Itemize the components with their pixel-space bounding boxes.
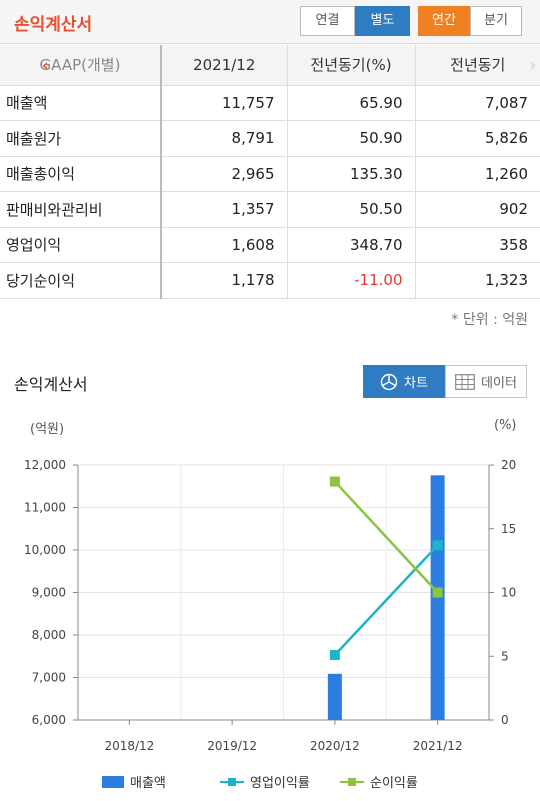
row-label: 영업이익: [0, 227, 162, 263]
cell-prev: 902: [415, 191, 540, 228]
legend-swatch-net-margin: [340, 777, 364, 786]
left-axis-unit: (억원): [30, 422, 65, 437]
consolidation-toggle: 연결 별도: [300, 6, 410, 36]
cell-value: 1,178: [161, 262, 288, 299]
legend-item-operating-margin[interactable]: 영업이익률: [220, 772, 310, 791]
unit-note: * 단위 : 억원: [451, 312, 528, 328]
y-tick-label: 8,000: [32, 628, 66, 642]
table-row: 매출액 11,757 65.90 7,087: [0, 85, 540, 121]
chevron-left-icon[interactable]: ‹: [42, 55, 49, 75]
tab-consolidated[interactable]: 연결: [300, 6, 355, 36]
cell-value: 2,965: [161, 156, 288, 192]
pie-chart-icon: [380, 373, 398, 390]
cell-value: 8,791: [161, 120, 288, 157]
point-net-margin: [329, 476, 340, 487]
cell-yoy-pct: 50.50: [287, 191, 416, 228]
x-tick-label: 2020/12: [310, 739, 360, 753]
legend-item-net-margin[interactable]: 순이익률: [340, 772, 418, 791]
x-tick-label: 2018/12: [104, 739, 154, 753]
y-tick-label: 12,000: [24, 458, 66, 472]
table-row: 영업이익 1,608 348.70 358: [0, 227, 540, 263]
column-header-2021: ‹ 2021/12: [42, 45, 288, 86]
cell-yoy-pct: 65.90: [287, 85, 416, 121]
legend-label: 영업이익률: [250, 776, 310, 791]
table-row: 매출원가 8,791 50.90 5,826: [0, 120, 540, 157]
line-operating-margin: [333, 544, 439, 656]
tab-annual[interactable]: 연간: [418, 6, 470, 36]
chart-view-button[interactable]: 차트: [363, 365, 445, 398]
bar-revenue: [327, 673, 342, 720]
row-label: 당기순이익: [0, 262, 162, 299]
point-operating-margin: [432, 540, 443, 551]
column-header-yoy: 전년동기 ›: [415, 45, 540, 86]
tab-quarterly[interactable]: 분기: [470, 6, 522, 36]
y-tick-label: 6,000: [32, 713, 66, 727]
chart-section-title: 손익계산서: [14, 375, 88, 394]
tab-separate[interactable]: 별도: [355, 6, 410, 36]
cell-value: 1,357: [161, 191, 288, 228]
cell-yoy-pct: 348.70: [287, 227, 416, 263]
header-bar: 손익계산서 연결 별도 연간 분기: [0, 0, 540, 44]
y-tick-label: 9,000: [32, 586, 66, 600]
chevron-right-icon[interactable]: ›: [529, 55, 536, 75]
line-net-margin: [333, 480, 439, 594]
cell-prev: 1,323: [415, 262, 540, 299]
column-header-yoy-pct: 전년동기(%): [287, 45, 416, 86]
cell-prev: 5,826: [415, 120, 540, 157]
point-net-margin: [432, 587, 443, 598]
chart-view-label: 차트: [404, 376, 428, 391]
legend-label: 순이익률: [370, 776, 418, 791]
column-header-gaap: GAAP(개별): [0, 45, 162, 86]
y-tick-label: 7,000: [32, 671, 66, 685]
view-toggle: 차트 데이터: [363, 365, 527, 398]
legend-item-revenue[interactable]: 매출액: [102, 772, 166, 791]
cell-prev: 358: [415, 227, 540, 263]
point-operating-margin: [329, 649, 340, 660]
cell-yoy-pct: -11.00: [287, 262, 416, 299]
y2-tick-label: 15: [501, 522, 516, 536]
table-grid-icon: [455, 373, 475, 390]
cell-yoy-pct: 135.30: [287, 156, 416, 192]
y2-tick-label: 0: [501, 713, 509, 727]
y2-tick-label: 5: [501, 649, 509, 663]
data-view-button[interactable]: 데이터: [445, 365, 527, 398]
cell-prev: 1,260: [415, 156, 540, 192]
y2-tick-label: 20: [501, 458, 516, 472]
bar-revenue: [430, 475, 445, 720]
x-tick-label: 2021/12: [413, 739, 463, 753]
table-header-row: GAAP(개별) ‹ 2021/12 전년동기(%) 전년동기 ›: [0, 45, 540, 86]
page-title: 손익계산서: [14, 15, 93, 35]
table-row: 판매비와관리비 1,357 50.50 902: [0, 191, 540, 228]
table-row: 당기순이익 1,178 -11.00 1,323: [0, 262, 540, 299]
cell-value: 1,608: [161, 227, 288, 263]
legend-swatch-operating-margin: [220, 777, 244, 786]
x-tick-label: 2019/12: [207, 739, 257, 753]
period-toggle: 연간 분기: [418, 6, 522, 36]
legend-swatch-revenue: [102, 775, 124, 788]
legend-label: 매출액: [130, 776, 166, 791]
cell-yoy-pct: 50.90: [287, 120, 416, 157]
data-view-label: 데이터: [481, 376, 517, 391]
row-label: 판매비와관리비: [0, 191, 162, 228]
income-statement-table: GAAP(개별) ‹ 2021/12 전년동기(%) 전년동기 › 매출액 11…: [0, 45, 540, 299]
row-label: 매출총이익: [0, 156, 162, 192]
row-label: 매출액: [0, 85, 162, 121]
chart-legend: 매출액 영업이익률 순이익률: [0, 772, 540, 794]
y-tick-label: 11,000: [24, 501, 66, 515]
y-tick-label: 10,000: [24, 543, 66, 557]
table-row: 매출총이익 2,965 135.30 1,260: [0, 156, 540, 192]
cell-prev: 7,087: [415, 85, 540, 121]
right-axis-unit: (%): [494, 418, 517, 433]
income-chart: 6,000 7,000 8,000 9,000 10,000 11,000 12,000 0 5…: [24, 458, 516, 753]
y2-tick-label: 10: [501, 586, 516, 600]
cell-value: 11,757: [161, 85, 288, 121]
row-label: 매출원가: [0, 120, 162, 157]
